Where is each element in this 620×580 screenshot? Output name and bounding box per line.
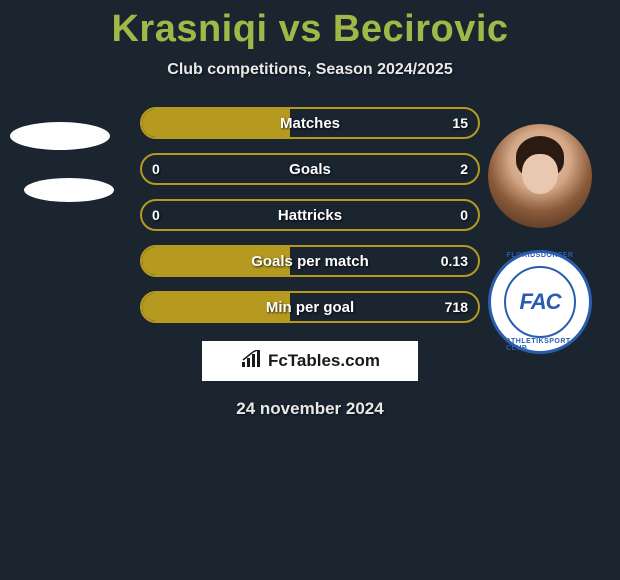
club-badge-top-text: FLORIDSDORFER [507, 252, 574, 259]
player1-name: Krasniqi [111, 8, 267, 50]
stat-value-right: 0.13 [441, 253, 468, 269]
branding-box: FcTables.com [202, 341, 418, 381]
stat-label: Hattricks [142, 207, 478, 224]
stat-value-right: 15 [452, 115, 468, 131]
vs-text: vs [279, 8, 322, 50]
stats-container: Matches150Goals20Hattricks0Goals per mat… [140, 107, 480, 323]
stat-label: Goals per match [142, 253, 478, 270]
comparison-title: Krasniqi vs Becirovic [0, 0, 620, 51]
date-text: 24 november 2024 [0, 399, 620, 419]
subtitle: Club competitions, Season 2024/2025 [0, 61, 620, 79]
stat-label: Matches [142, 115, 478, 132]
stat-value-right: 0 [460, 207, 468, 223]
stat-row: Min per goal718 [140, 291, 480, 323]
club-badge-bottom-text: ATHLETIKSPORT-CLUB [506, 338, 574, 352]
stat-label: Min per goal [142, 299, 478, 316]
club-badge-inner: FLORIDSDORFER FAC ATHLETIKSPORT-CLUB [504, 266, 576, 338]
stat-row: Goals per match0.13 [140, 245, 480, 277]
player2-club-badge: FLORIDSDORFER FAC ATHLETIKSPORT-CLUB [488, 250, 592, 354]
player2-avatar [488, 124, 592, 228]
stat-value-right: 718 [445, 299, 468, 315]
stat-row: Matches15 [140, 107, 480, 139]
player1-avatar-placeholder [10, 122, 110, 150]
stat-row: 0Goals2 [140, 153, 480, 185]
stat-value-right: 2 [460, 161, 468, 177]
player2-name: Becirovic [333, 8, 509, 50]
chart-icon [240, 350, 262, 373]
stat-label: Goals [142, 161, 478, 178]
club-badge-center: FAC [520, 289, 561, 315]
branding-text: FcTables.com [268, 351, 380, 371]
player1-club-placeholder [24, 178, 114, 202]
stat-row: 0Hattricks0 [140, 199, 480, 231]
